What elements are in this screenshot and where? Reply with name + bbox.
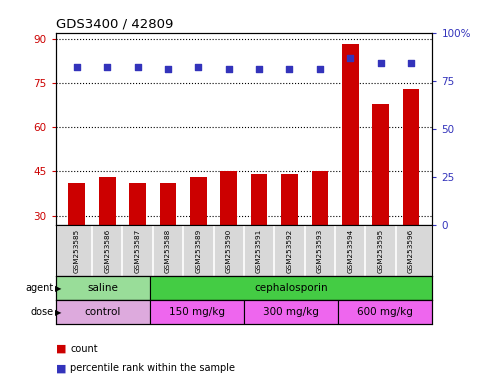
- Point: [285, 66, 293, 72]
- Bar: [150, 300, 244, 324]
- Text: 600 mg/kg: 600 mg/kg: [357, 307, 413, 317]
- Bar: [312, 172, 328, 305]
- Text: cephalosporin: cephalosporin: [254, 283, 328, 293]
- Bar: [69, 183, 85, 305]
- Text: ▶: ▶: [55, 308, 61, 317]
- Bar: [159, 183, 176, 305]
- Text: ▶: ▶: [55, 284, 61, 293]
- Text: count: count: [70, 344, 98, 354]
- Text: GSM253594: GSM253594: [347, 228, 353, 273]
- Point: [164, 66, 172, 72]
- Point: [407, 60, 415, 66]
- Text: agent: agent: [25, 283, 53, 293]
- Point: [316, 66, 324, 72]
- Text: percentile rank within the sample: percentile rank within the sample: [70, 363, 235, 373]
- Text: ■: ■: [56, 363, 66, 373]
- Point: [346, 55, 354, 61]
- Text: 300 mg/kg: 300 mg/kg: [263, 307, 319, 317]
- Bar: [56, 276, 150, 300]
- Point: [255, 66, 263, 72]
- Text: GSM253589: GSM253589: [195, 228, 201, 273]
- Point: [195, 64, 202, 70]
- Bar: [244, 300, 338, 324]
- Bar: [338, 300, 432, 324]
- Bar: [99, 177, 115, 305]
- Text: control: control: [85, 307, 121, 317]
- Text: GDS3400 / 42809: GDS3400 / 42809: [56, 17, 173, 30]
- Bar: [342, 45, 358, 305]
- Point: [134, 64, 142, 70]
- Text: dose: dose: [30, 307, 53, 317]
- Point: [73, 64, 81, 70]
- Text: GSM253586: GSM253586: [104, 228, 110, 273]
- Text: GSM253587: GSM253587: [135, 228, 141, 273]
- Text: saline: saline: [87, 283, 118, 293]
- Bar: [372, 104, 389, 305]
- Text: GSM253590: GSM253590: [226, 228, 232, 273]
- Bar: [150, 276, 432, 300]
- Text: GSM253593: GSM253593: [317, 228, 323, 273]
- Point: [377, 60, 384, 66]
- Point: [103, 64, 111, 70]
- Bar: [129, 183, 146, 305]
- Point: [225, 66, 233, 72]
- Bar: [190, 177, 207, 305]
- Text: GSM253588: GSM253588: [165, 228, 171, 273]
- Bar: [403, 89, 419, 305]
- Bar: [220, 172, 237, 305]
- Text: GSM253592: GSM253592: [286, 228, 293, 273]
- Bar: [251, 174, 268, 305]
- Bar: [56, 300, 150, 324]
- Bar: [281, 174, 298, 305]
- Text: ■: ■: [56, 344, 66, 354]
- Text: GSM253591: GSM253591: [256, 228, 262, 273]
- Text: GSM253595: GSM253595: [378, 228, 384, 273]
- Text: GSM253585: GSM253585: [74, 228, 80, 273]
- Text: GSM253596: GSM253596: [408, 228, 414, 273]
- Text: 150 mg/kg: 150 mg/kg: [169, 307, 225, 317]
